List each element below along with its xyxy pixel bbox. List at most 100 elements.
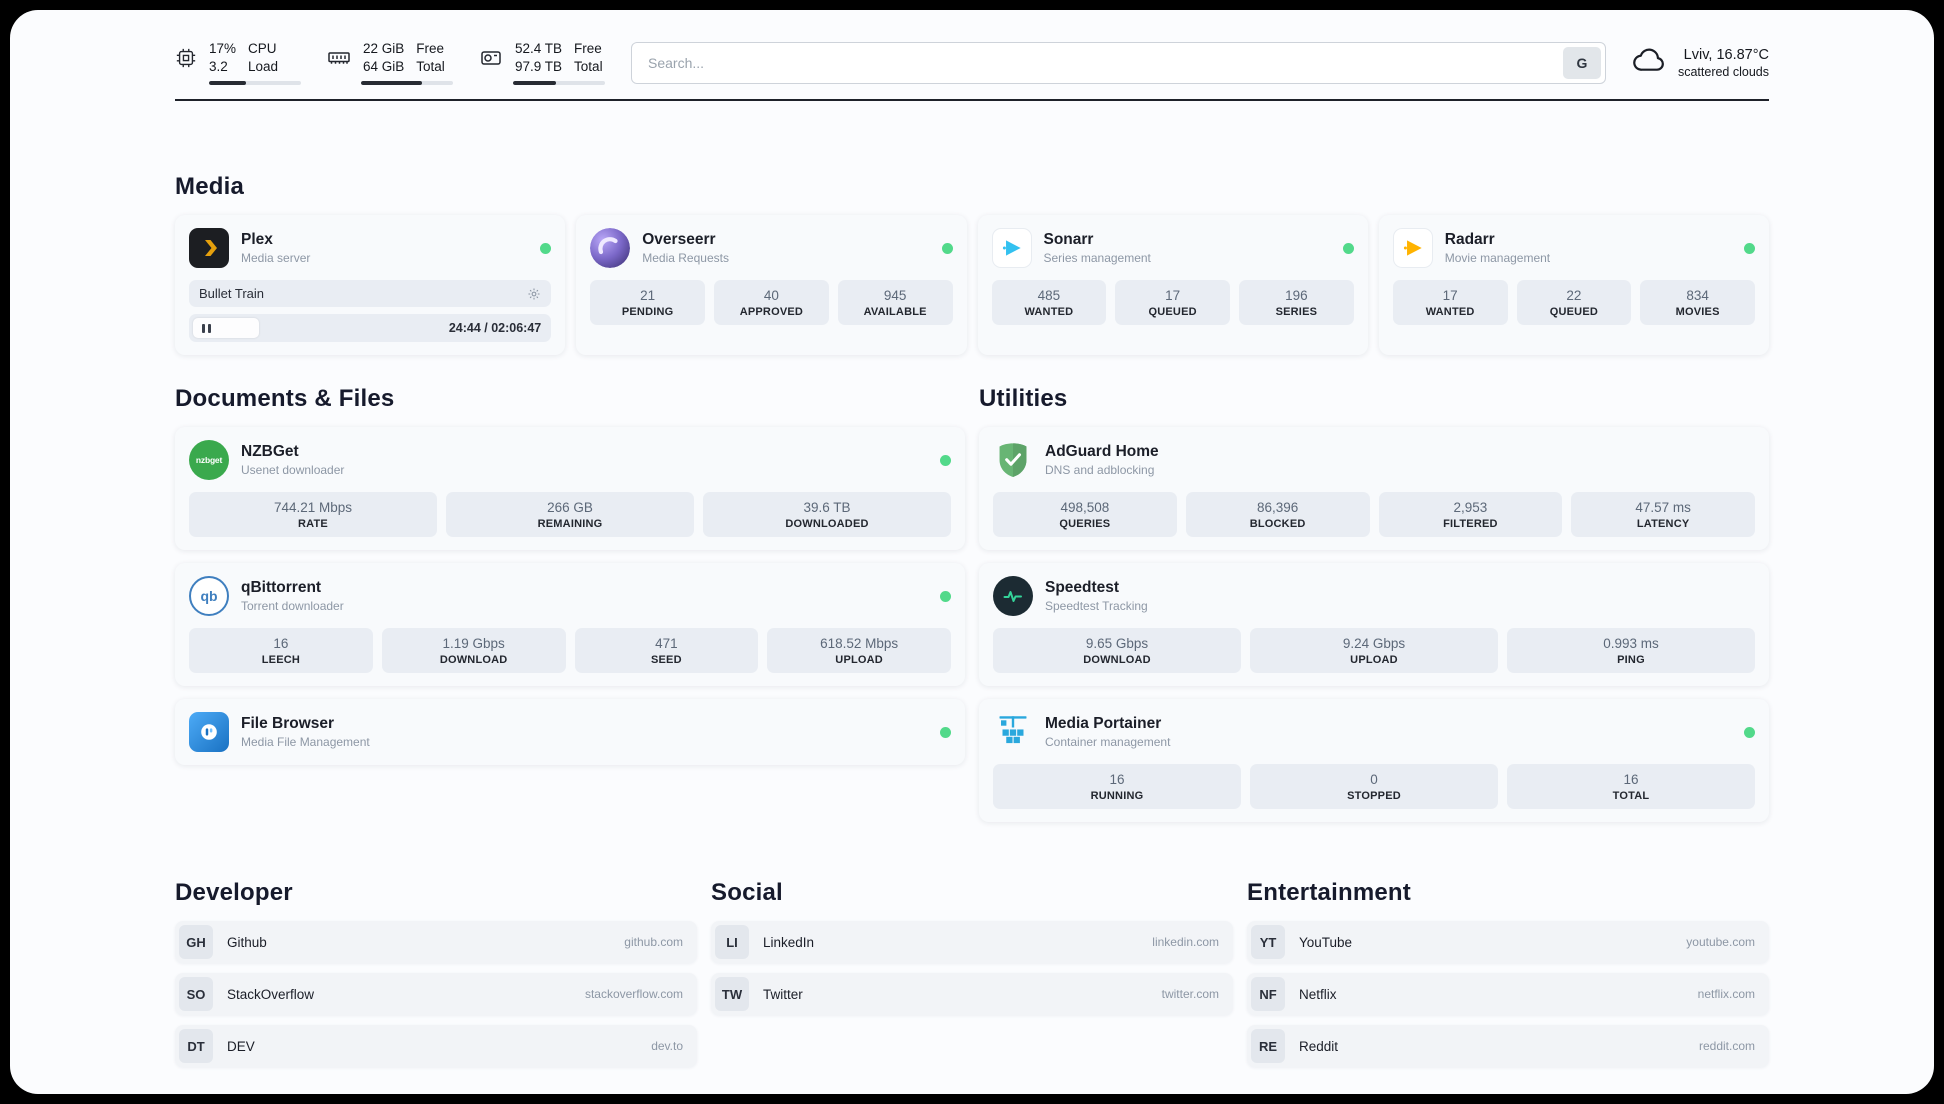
stat-tile: 16 LEECH	[189, 628, 373, 674]
radarr-app-card[interactable]: Radarr Movie management 17 WANTED 22 QUE…	[1378, 215, 1769, 356]
stat-value: 40	[763, 288, 779, 304]
speedtest-app-card[interactable]: Speedtest Speedtest Tracking 9.65 Gbps D…	[979, 563, 1769, 687]
stat-tile: 39.6 TB DOWNLOADED	[703, 492, 951, 538]
pause-button[interactable]	[193, 318, 259, 339]
weather-condition: scattered clouds	[1677, 64, 1769, 79]
stat-tile: 16 TOTAL	[1507, 764, 1755, 810]
disk-total: 97.9 TB	[515, 58, 563, 74]
bookmark-name: LinkedIn	[763, 934, 815, 950]
stat-label: DOWNLOAD	[439, 654, 508, 667]
stat-tile: 1.19 Gbps DOWNLOAD	[381, 628, 566, 674]
app-name: AdGuard Home	[1045, 443, 1159, 461]
section-utilities: Utilities AdGuard Home	[979, 385, 1769, 835]
memory-labels: Free Total	[416, 40, 445, 75]
bookmark-badge: NF	[1251, 977, 1285, 1012]
stat-tile: 86,396 BLOCKED	[1185, 492, 1370, 538]
bookmark-badge: LI	[715, 925, 749, 960]
bookmark-dev[interactable]: DT DEV dev.to	[175, 1025, 697, 1068]
plex-app-card[interactable]: Plex Media server Bullet Train	[175, 215, 566, 356]
stat-label: WANTED	[1024, 306, 1074, 319]
bookmark-youtube[interactable]: YT YouTube youtube.com	[1247, 921, 1769, 964]
section-title-entertainment: Entertainment	[1247, 879, 1411, 907]
memory-progress-track	[361, 81, 453, 86]
bookmark-linkedin[interactable]: LI LinkedIn linkedin.com	[711, 921, 1233, 964]
filebrowser-app-card[interactable]: File Browser Media File Management	[175, 699, 965, 766]
disk-widget: 52.4 TB 97.9 TB Free Total	[479, 40, 605, 86]
weather-widget[interactable]: Lviv, 16.87°C scattered clouds	[1632, 46, 1769, 79]
player-bar[interactable]: 24:44 / 02:06:47	[189, 314, 552, 343]
stat-value: 16	[1623, 772, 1639, 788]
section-entertainment: Entertainment YT YouTube youtube.com NF …	[1247, 879, 1769, 1077]
section-developer: Developer GH Github github.com SO StackO…	[175, 879, 697, 1077]
search-input[interactable]	[631, 41, 1606, 84]
cpu-percent: 17%	[209, 41, 237, 56]
stat-value: 16	[273, 636, 289, 652]
weather-location: Lviv, 16.87°C	[1683, 46, 1769, 63]
gear-icon[interactable]	[527, 287, 541, 301]
app-name: Sonarr	[1043, 231, 1094, 249]
stat-value: 744.21 Mbps	[273, 500, 353, 516]
sonarr-icon	[991, 228, 1032, 269]
stat-tile: 498,508 QUERIES	[993, 492, 1177, 538]
bookmark-url: netflix.com	[1697, 987, 1755, 1002]
app-name: File Browser	[241, 715, 335, 733]
bookmark-name: Reddit	[1299, 1038, 1339, 1054]
cpu-values: 17% 3.2	[209, 40, 236, 75]
status-dot-online	[1342, 242, 1354, 254]
section-social: Social LI LinkedIn linkedin.com TW Twitt…	[711, 879, 1233, 1077]
stat-value: 498,508	[1060, 500, 1110, 516]
stat-label: QUERIES	[1059, 518, 1111, 531]
stat-tile: 21 PENDING	[590, 280, 705, 326]
status-dot-online	[940, 590, 951, 602]
qbittorrent-app-card[interactable]: qb qBittorrent Torrent downloader 16 LEE…	[175, 563, 965, 687]
disk-label-top: Free	[574, 41, 602, 56]
stat-value: 9.24 Gbps	[1342, 636, 1406, 652]
app-subtitle: Media File Management	[241, 735, 370, 750]
stat-tile: 9.65 Gbps DOWNLOAD	[993, 628, 1241, 674]
stat-tile: 0.993 ms PING	[1507, 628, 1755, 674]
app-name: NZBGet	[241, 443, 299, 461]
stat-label: UPLOAD	[1350, 654, 1398, 667]
stat-value: 0	[1370, 772, 1378, 788]
search-bar: G	[631, 41, 1606, 84]
app-name: Plex	[241, 231, 273, 249]
status-dot-online	[1744, 726, 1755, 738]
stat-label: REMAINING	[537, 518, 603, 531]
stat-tile: 9.24 Gbps UPLOAD	[1250, 628, 1498, 674]
cpu-label-bottom: Load	[248, 58, 279, 74]
nzbget-app-card[interactable]: nzbget NZBGet Usenet downloader 744.21 M…	[175, 427, 965, 551]
section-title-media: Media	[175, 173, 245, 201]
bookmark-stackoverflow[interactable]: SO StackOverflow stackoverflow.com	[175, 973, 697, 1016]
section-media: Media Plex Media server	[175, 173, 1769, 356]
stat-tile: 16 RUNNING	[993, 764, 1241, 810]
sonarr-app-card[interactable]: Sonarr Series management 485 WANTED 17 Q…	[977, 215, 1368, 356]
stat-value: 39.6 TB	[803, 500, 851, 516]
stat-label: LATENCY	[1636, 518, 1690, 531]
bookmark-reddit[interactable]: RE Reddit reddit.com	[1247, 1025, 1769, 1068]
stat-tile: 945 AVAILABLE	[837, 280, 953, 326]
stat-tile: 485 WANTED	[991, 280, 1107, 326]
adguard-icon	[993, 440, 1033, 480]
bookmark-badge: GH	[179, 925, 213, 960]
stat-value: 0.993 ms	[1603, 636, 1659, 652]
memory-values: 22 GiB 64 GiB	[363, 40, 404, 75]
now-playing-bar: Bullet Train	[189, 280, 552, 308]
section-title-social: Social	[711, 879, 783, 907]
stat-tile: 40 APPROVED	[714, 280, 829, 326]
stat-label: QUEUED	[1148, 306, 1197, 319]
portainer-app-card[interactable]: Media Portainer Container management 16 …	[979, 699, 1769, 823]
bookmark-github[interactable]: GH Github github.com	[175, 921, 697, 964]
bookmark-name: Twitter	[763, 986, 803, 1002]
bookmark-twitter[interactable]: TW Twitter twitter.com	[711, 973, 1233, 1016]
speedtest-icon	[993, 576, 1033, 617]
bookmark-netflix[interactable]: NF Netflix netflix.com	[1247, 973, 1769, 1016]
stat-value: 196	[1285, 288, 1308, 304]
adguard-app-card[interactable]: AdGuard Home DNS and adblocking 498,508 …	[979, 427, 1769, 551]
bookmark-url: twitter.com	[1161, 987, 1219, 1002]
bookmark-name: Netflix	[1299, 986, 1337, 1002]
search-engine-button[interactable]: G	[1562, 46, 1601, 79]
overseerr-icon	[590, 228, 631, 269]
overseerr-app-card[interactable]: Overseerr Media Requests 21 PENDING 40 A…	[576, 215, 967, 356]
header-divider	[175, 99, 1769, 102]
memory-label-top: Free	[416, 41, 445, 56]
